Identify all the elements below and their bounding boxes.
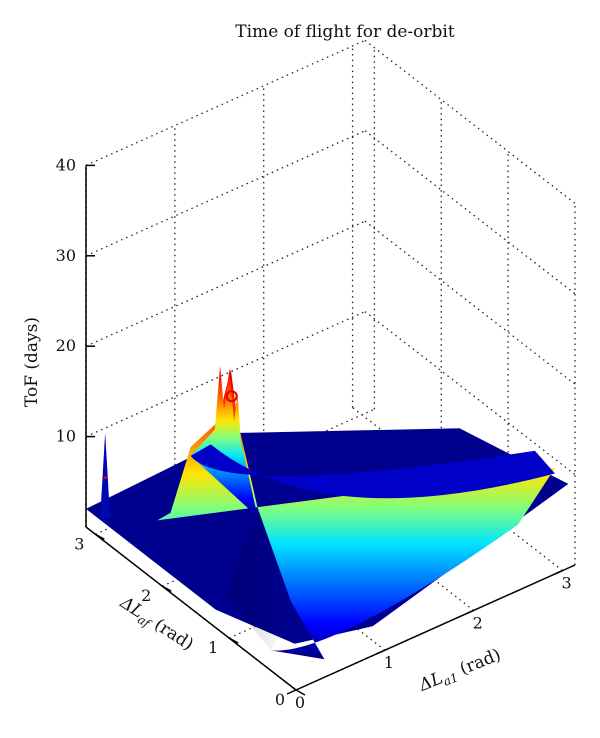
y-tick-label: 3 <box>74 534 84 553</box>
surface-back-spike <box>100 432 111 519</box>
surface-bowl-shade <box>226 507 291 651</box>
y-tick-label: 1 <box>208 638 218 657</box>
y-tick-label: 2 <box>141 586 151 605</box>
grid-line-z-side <box>364 39 576 204</box>
x-axis-ticks: 0 1 2 3 <box>286 569 572 712</box>
z-axis-label: ToF (days) <box>22 317 42 407</box>
z-tick-label: 10 <box>56 427 76 446</box>
x-tick-mark <box>375 649 386 655</box>
y-axis-label-unit: (rad) <box>146 612 197 655</box>
y-tick-mark <box>161 585 172 592</box>
surface-right-edge <box>190 444 555 499</box>
optimum-marker <box>225 390 238 403</box>
x-axis-label-sub: a1 <box>441 670 460 689</box>
x-tick-mark <box>286 689 297 695</box>
y-tick-mark <box>295 689 306 696</box>
y-tick-mark <box>94 533 105 540</box>
x-axis-label-main: ΔL <box>415 668 445 696</box>
y-axis-ticks: 0 1 2 3 <box>74 533 306 709</box>
grid-line-z-side <box>364 311 576 476</box>
grid-line-z-side <box>364 220 576 385</box>
grid-line-z-back <box>85 220 366 347</box>
grid-line-z-back <box>85 39 366 166</box>
x-tick-label: 0 <box>295 693 305 712</box>
grid-line-z-back <box>85 130 366 257</box>
x-tick-label: 1 <box>384 653 394 672</box>
surface-peak <box>190 365 258 517</box>
grid-line-z-side <box>364 130 576 295</box>
x-tick-label: 2 <box>473 613 483 632</box>
x-tick-label: 3 <box>561 574 571 593</box>
z-tick-label: 30 <box>56 246 76 265</box>
y-tick-mark <box>228 637 239 644</box>
y-tick-label: 0 <box>275 690 285 709</box>
z-tick-label: 20 <box>56 336 76 355</box>
z-axis-ticks: 10 20 30 40 <box>56 155 95 446</box>
z-tick-label: 40 <box>56 155 76 174</box>
y-axis-line <box>85 526 297 691</box>
y-axis-label: ΔLaf (rad) <box>115 592 197 656</box>
x-axis-line <box>295 564 576 691</box>
grid-line-z-back <box>85 311 366 438</box>
secondary-marker <box>103 476 107 480</box>
surface-bowl <box>157 369 555 660</box>
x-tick-mark <box>553 569 563 576</box>
chart-title: Time of flight for de-orbit <box>235 22 455 42</box>
x-axis-label-unit: (rad) <box>452 645 504 681</box>
x-axis-label: ΔLa1 (rad) <box>415 645 504 698</box>
x-tick-mark <box>464 609 475 616</box>
